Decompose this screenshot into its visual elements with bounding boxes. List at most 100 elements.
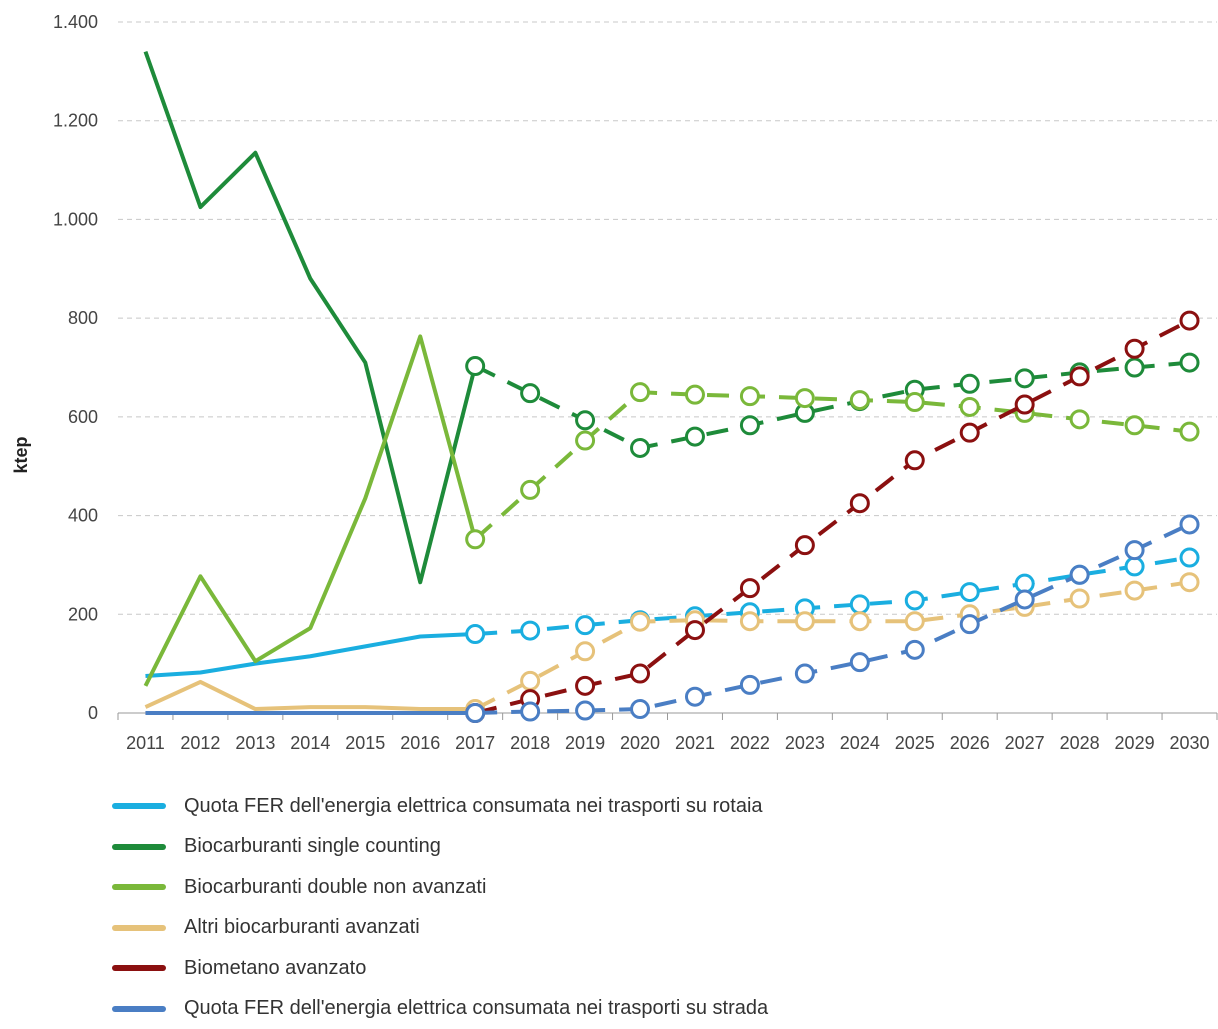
data-point (1071, 368, 1088, 385)
data-point (961, 424, 978, 441)
legend-item: Biometano avanzato (112, 948, 768, 989)
y-tick-label: 0 (88, 703, 98, 723)
data-point (1126, 417, 1143, 434)
data-point (632, 613, 649, 630)
data-point (522, 622, 539, 639)
legend-swatch (112, 1006, 166, 1012)
x-tick-label: 2023 (785, 733, 825, 753)
data-point (906, 613, 923, 630)
legend-swatch (112, 965, 166, 971)
legend-swatch (112, 844, 166, 850)
data-point (632, 665, 649, 682)
legend-label: Quota FER dell'energia elettrica consuma… (184, 795, 763, 818)
data-point (741, 613, 758, 630)
x-tick-label: 2016 (400, 733, 440, 753)
data-point (851, 596, 868, 613)
data-point (796, 613, 813, 630)
data-point (467, 531, 484, 548)
y-tick-label: 1.000 (53, 209, 98, 229)
data-point (577, 643, 594, 660)
data-point (851, 495, 868, 512)
data-point (796, 537, 813, 554)
data-point (851, 654, 868, 671)
x-tick-label: 2027 (1005, 733, 1045, 753)
data-point (1071, 590, 1088, 607)
y-tick-label: 1.400 (53, 12, 98, 32)
data-point (741, 388, 758, 405)
legend-swatch (112, 884, 166, 890)
data-point (906, 592, 923, 609)
x-tick-label: 2019 (565, 733, 605, 753)
data-point (961, 616, 978, 633)
data-point (686, 386, 703, 403)
data-point (1126, 542, 1143, 559)
data-point (1126, 582, 1143, 599)
data-point (577, 617, 594, 634)
x-tick-label: 2026 (950, 733, 990, 753)
data-point (467, 626, 484, 643)
y-tick-label: 1.200 (53, 111, 98, 131)
data-point (522, 703, 539, 720)
x-tick-label: 2013 (235, 733, 275, 753)
legend-label: Biocarburanti single counting (184, 835, 441, 858)
data-point (1126, 359, 1143, 376)
data-point (1181, 574, 1198, 591)
legend-swatch (112, 925, 166, 931)
data-point (1016, 370, 1033, 387)
data-point (851, 613, 868, 630)
data-point (1181, 549, 1198, 566)
series-line-historical (145, 634, 475, 676)
data-point (577, 432, 594, 449)
legend-item: Quota FER dell'energia elettrica consuma… (112, 989, 768, 1029)
data-point (577, 412, 594, 429)
y-axis-title: ktep (11, 436, 31, 473)
x-tick-label: 2014 (290, 733, 330, 753)
data-point (1181, 423, 1198, 440)
data-point (467, 705, 484, 722)
x-tick-label: 2029 (1115, 733, 1155, 753)
x-tick-label: 2015 (345, 733, 385, 753)
legend-item: Biocarburanti double non avanzati (112, 867, 768, 908)
legend-item: Biocarburanti single counting (112, 827, 768, 868)
data-point (741, 417, 758, 434)
series-line-historical (145, 336, 475, 685)
data-point (1016, 591, 1033, 608)
x-tick-label: 2022 (730, 733, 770, 753)
legend-label: Altri biocarburanti avanzati (184, 916, 420, 939)
x-tick-label: 2030 (1170, 733, 1210, 753)
data-point (906, 452, 923, 469)
data-point (577, 677, 594, 694)
data-point (961, 398, 978, 415)
series-5 (145, 312, 1198, 721)
data-point (796, 665, 813, 682)
legend-label: Biocarburanti double non avanzati (184, 876, 486, 899)
data-point (1071, 566, 1088, 583)
x-tick-label: 2018 (510, 733, 550, 753)
series-2 (145, 52, 1198, 583)
series-line-historical (145, 682, 475, 709)
x-tick-label: 2025 (895, 733, 935, 753)
data-point (906, 394, 923, 411)
series-line-historical (145, 52, 475, 583)
data-point (522, 481, 539, 498)
series-4 (145, 574, 1198, 718)
x-tick-label: 2020 (620, 733, 660, 753)
legend-label: Biometano avanzato (184, 957, 366, 980)
data-point (686, 688, 703, 705)
legend-item: Quota FER dell'energia elettrica consuma… (112, 786, 768, 827)
y-tick-label: 800 (68, 308, 98, 328)
data-point (741, 676, 758, 693)
data-point (1181, 516, 1198, 533)
data-point (1181, 354, 1198, 371)
data-point (1016, 396, 1033, 413)
y-tick-label: 600 (68, 407, 98, 427)
legend: Quota FER dell'energia elettrica consuma… (112, 786, 768, 1029)
data-point (632, 439, 649, 456)
data-point (1071, 411, 1088, 428)
series-1 (145, 549, 1198, 676)
data-point (686, 622, 703, 639)
legend-swatch (112, 803, 166, 809)
